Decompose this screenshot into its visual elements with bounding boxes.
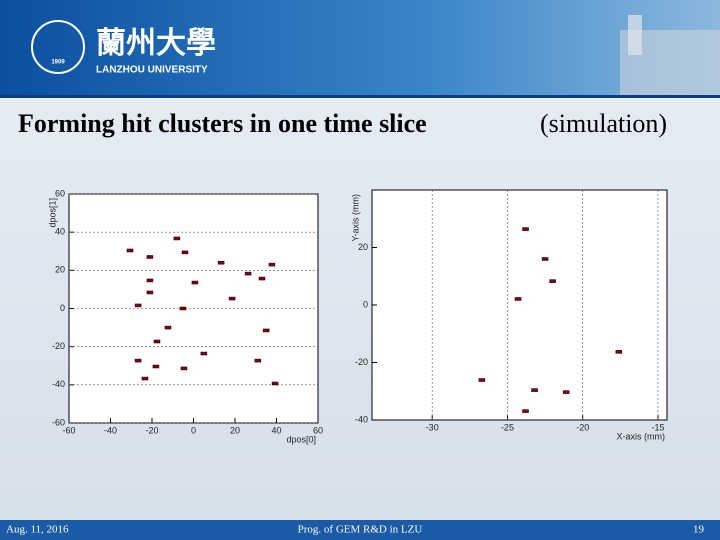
hit-cluster <box>173 236 181 241</box>
hit-cluster <box>228 296 236 301</box>
hit-cluster <box>126 248 134 253</box>
x-tick-label: -40 <box>104 425 117 435</box>
hit-cluster <box>152 364 160 369</box>
hit-cluster <box>200 351 208 356</box>
y-tick-label: -20 <box>355 357 368 367</box>
hit-cluster <box>134 358 142 363</box>
footer-date: Aug. 11, 2016 <box>6 524 69 536</box>
y-tick-label: 0 <box>363 299 368 309</box>
x-tick-label: 60 <box>313 425 323 435</box>
y-tick-label: 60 <box>55 188 65 198</box>
x-tick-label: -25 <box>501 422 514 432</box>
x-tick-label: 40 <box>271 425 281 435</box>
y-tick-label: -40 <box>52 379 65 389</box>
y-tick-label: 20 <box>55 265 65 275</box>
header-band <box>0 0 720 95</box>
x-axis-title: X-axis (mm) <box>617 431 666 441</box>
hit-cluster <box>164 325 172 330</box>
hit-cluster <box>191 280 199 285</box>
hit-cluster <box>478 378 486 382</box>
hit-cluster <box>522 409 529 413</box>
x-tick-label: -30 <box>426 422 439 432</box>
logo-year: 1909 <box>51 60 65 66</box>
hit-cluster <box>514 297 522 301</box>
y-tick-label: 20 <box>358 242 368 252</box>
y-tick-label: -20 <box>52 341 65 351</box>
hit-cluster <box>541 257 549 261</box>
y-tick-label: 0 <box>60 303 65 313</box>
y-axis-title: dpos[1] <box>47 198 57 228</box>
hit-cluster <box>134 303 142 308</box>
footer-band <box>0 520 720 540</box>
header-rule <box>0 95 720 98</box>
hit-cluster <box>549 279 556 283</box>
hit-cluster <box>615 350 623 354</box>
x-tick-label: 0 <box>191 425 196 435</box>
hit-cluster <box>179 306 187 311</box>
hit-cluster <box>141 376 149 381</box>
slide-title: Forming hit clusters in one time slice <box>18 109 427 138</box>
y-tick-label: 40 <box>55 227 65 237</box>
x-tick-label: -20 <box>576 422 589 432</box>
page-number: 19 <box>693 524 705 536</box>
hit-cluster <box>244 271 252 276</box>
hit-cluster <box>146 278 154 283</box>
hit-cluster <box>562 390 570 394</box>
hit-cluster <box>531 388 538 392</box>
hit-cluster <box>180 366 188 371</box>
y-tick-label: -60 <box>52 417 65 427</box>
x-tick-label: -60 <box>62 425 75 435</box>
y-axis-title: Y-axis (mm) <box>350 194 360 242</box>
hit-cluster <box>522 227 529 231</box>
hit-cluster <box>146 290 154 295</box>
x-tick-label: 20 <box>230 425 240 435</box>
hit-cluster <box>268 262 276 267</box>
tower <box>628 15 642 55</box>
hit-cluster <box>258 276 266 281</box>
hit-cluster <box>217 260 225 265</box>
y-tick-label: -40 <box>355 414 368 424</box>
footer-center: Prog. of GEM R&D in LZU <box>298 524 423 536</box>
hit-cluster <box>146 255 154 259</box>
x-tick-label: -15 <box>651 422 664 432</box>
hit-cluster <box>262 328 270 333</box>
hit-cluster <box>254 358 262 363</box>
hit-cluster <box>271 381 279 386</box>
slide-title-note: (simulation) <box>540 109 667 138</box>
university-name-en: LANZHOU UNIVERSITY <box>96 65 208 76</box>
hit-cluster <box>181 250 189 255</box>
plot-area <box>371 189 668 421</box>
x-tick-label: -20 <box>145 425 158 435</box>
x-axis-title: dpos[0] <box>286 434 316 444</box>
university-name-cn: 蘭州大學 <box>96 26 216 61</box>
hit-cluster <box>153 339 161 344</box>
logo <box>31 20 85 74</box>
